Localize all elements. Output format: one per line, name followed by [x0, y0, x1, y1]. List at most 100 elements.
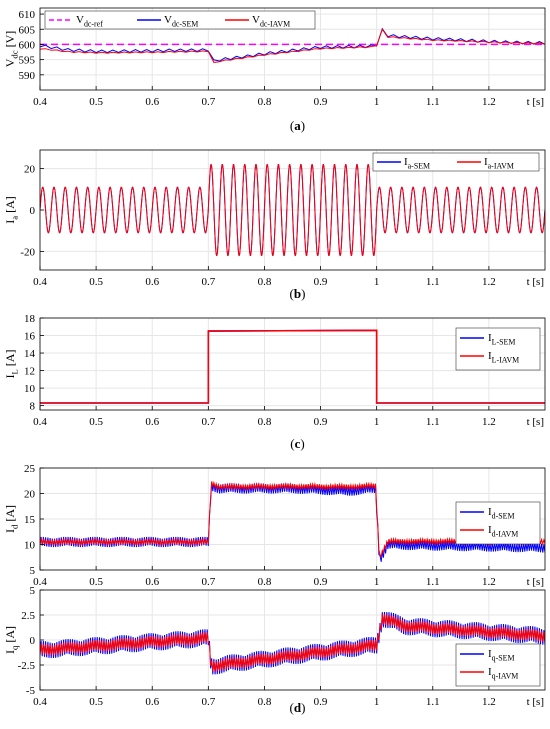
x-tick-label: 0.8 — [258, 96, 272, 108]
y-axis-label: IL [A] — [3, 350, 20, 379]
x-tick-label: 0.5 — [89, 696, 103, 708]
y-axis-label: Iq [A] — [3, 626, 20, 654]
x-tick-label: 0.7 — [201, 96, 215, 108]
x-tick-label: 1.1 — [426, 416, 440, 428]
y-tick-label: 15 — [24, 514, 36, 526]
y-tick-label: 605 — [19, 24, 36, 36]
y-tick-label: 5 — [30, 565, 36, 577]
y-tick-label: 18 — [24, 313, 36, 325]
y-tick-label: 10 — [24, 540, 36, 552]
y-tick-label: -5 — [26, 685, 36, 697]
legend-label: Ia-SEM — [404, 156, 430, 170]
y-axis-label-group: Id [A] — [3, 505, 20, 533]
y-tick-label: 590 — [19, 70, 36, 82]
x-tick-label: 1.2 — [482, 416, 496, 428]
y-tick-label: -2.5 — [18, 660, 36, 672]
legend-box — [44, 10, 316, 30]
x-tick-label: 0.8 — [258, 576, 272, 588]
y-tick-label: 14 — [24, 348, 36, 360]
x-tick-label: 1 — [374, 576, 380, 588]
x-tick-label: 0.8 — [258, 276, 272, 288]
legend-box — [455, 327, 541, 371]
x-tick-label: 1.1 — [426, 96, 440, 108]
x-tick-label: 0.4 — [33, 276, 47, 288]
x-tick-label: 0.9 — [314, 96, 328, 108]
legend: Ia-SEM Ia-IAVM — [372, 152, 540, 172]
x-tick-label: 0.7 — [201, 416, 215, 428]
legend-label: IL-SEM — [488, 332, 515, 346]
legend: Iq-SEM Iq-IAVM — [455, 643, 541, 687]
legend-label: Iq-IAVM — [488, 666, 518, 680]
panel-caption: (a) — [290, 118, 305, 133]
y-tick-label: 595 — [19, 55, 36, 67]
y-axis-label: Id [A] — [3, 505, 20, 533]
x-tick-label: 1.1 — [426, 276, 440, 288]
legend-box — [372, 152, 540, 172]
y-tick-label: 20 — [24, 164, 36, 176]
y-axis-label-group: Vdc [V] — [3, 31, 20, 68]
y-axis-label: Vdc [V] — [3, 31, 20, 68]
legend: IL-SEM IL-IAVM — [455, 327, 541, 371]
legend: Id-SEM Id-IAVM — [455, 501, 541, 545]
legend-box — [455, 501, 541, 545]
x-axis-unit-label: t [s] — [527, 696, 544, 708]
x-tick-label: 0.8 — [258, 696, 272, 708]
series-line-l-iavm — [40, 329, 545, 404]
panel-ia: 0.4 0.5 0.6 0.7 0.8 0.9 1 1.1 1.2 t [s] 20 0 -20 Ia [… — [3, 149, 546, 301]
series-group — [40, 163, 545, 257]
x-tick-label: 0.7 — [201, 276, 215, 288]
legend-label: Ia-IAVM — [484, 156, 514, 170]
y-tick-label: 610 — [19, 9, 36, 21]
y-axis-label: Ia [A] — [3, 196, 20, 224]
x-tick-label: 1 — [374, 96, 380, 108]
panel-iq: 0.4 0.5 0.6 0.7 0.8 0.9 1 1.1 1.2 t [s] 5 2.5 0 -2.5 -… — [3, 585, 546, 715]
x-tick-label: 1.1 — [426, 696, 440, 708]
y-axis-label-group: Ia [A] — [3, 196, 20, 224]
x-tick-label: 0.7 — [201, 696, 215, 708]
panel-caption: (c) — [290, 436, 304, 451]
x-tick-label: 0.5 — [89, 416, 103, 428]
y-tick-label: 0 — [30, 635, 36, 647]
x-tick-label: 0.6 — [145, 576, 159, 588]
series-group — [40, 27, 545, 63]
x-tick-label: 0.4 — [33, 416, 47, 428]
legend-label: Vdc-SEM — [164, 14, 198, 28]
series-line-dc-iavm — [40, 28, 545, 63]
y-tick-label: 10 — [24, 383, 36, 395]
plot-frame — [39, 7, 546, 91]
x-tick-label: 1.2 — [482, 96, 496, 108]
series-line-q-iavm — [40, 614, 545, 672]
x-tick-label: 1 — [374, 416, 380, 428]
series-group — [40, 611, 545, 675]
x-tick-label: 0.5 — [89, 96, 103, 108]
x-tick-label: 1.1 — [426, 576, 440, 588]
panel-il: 0.4 0.5 0.6 0.7 0.8 0.9 1 1.1 1.2 t [s] 18 16 14 12 10… — [3, 313, 546, 451]
x-tick-label: 0.9 — [314, 576, 328, 588]
x-tick-label: 1.2 — [482, 696, 496, 708]
y-tick-label: -20 — [20, 246, 35, 258]
legend-label: Vdc-ref — [76, 14, 103, 28]
x-tick-label: 0.4 — [33, 576, 47, 588]
x-tick-label: 0.6 — [145, 276, 159, 288]
legend-label: Iq-SEM — [488, 648, 515, 662]
x-tick-label: 0.9 — [314, 276, 328, 288]
legend: Vdc-ref Vdc-SEM Vdc-IAVM — [44, 10, 316, 30]
y-tick-label: 5 — [30, 585, 36, 597]
y-tick-label: 8 — [30, 401, 36, 413]
y-tick-label: 20 — [24, 489, 36, 501]
y-tick-label: 16 — [24, 331, 36, 343]
x-tick-label: 0.5 — [89, 576, 103, 588]
x-tick-label: 0.4 — [33, 96, 47, 108]
x-tick-label: 0.7 — [201, 576, 215, 588]
x-axis-unit-label: t [s] — [527, 276, 544, 288]
plot-frame — [39, 317, 546, 411]
x-axis-unit-label: t [s] — [527, 96, 544, 108]
x-tick-label: 1.2 — [482, 276, 496, 288]
legend-label: IL-IAVM — [488, 350, 519, 364]
y-tick-label: 25 — [24, 463, 36, 475]
x-tick-label: 0.6 — [145, 416, 159, 428]
series-line-dc-sem — [40, 27, 545, 62]
x-tick-label: 0.6 — [145, 96, 159, 108]
x-tick-label: 0.5 — [89, 276, 103, 288]
